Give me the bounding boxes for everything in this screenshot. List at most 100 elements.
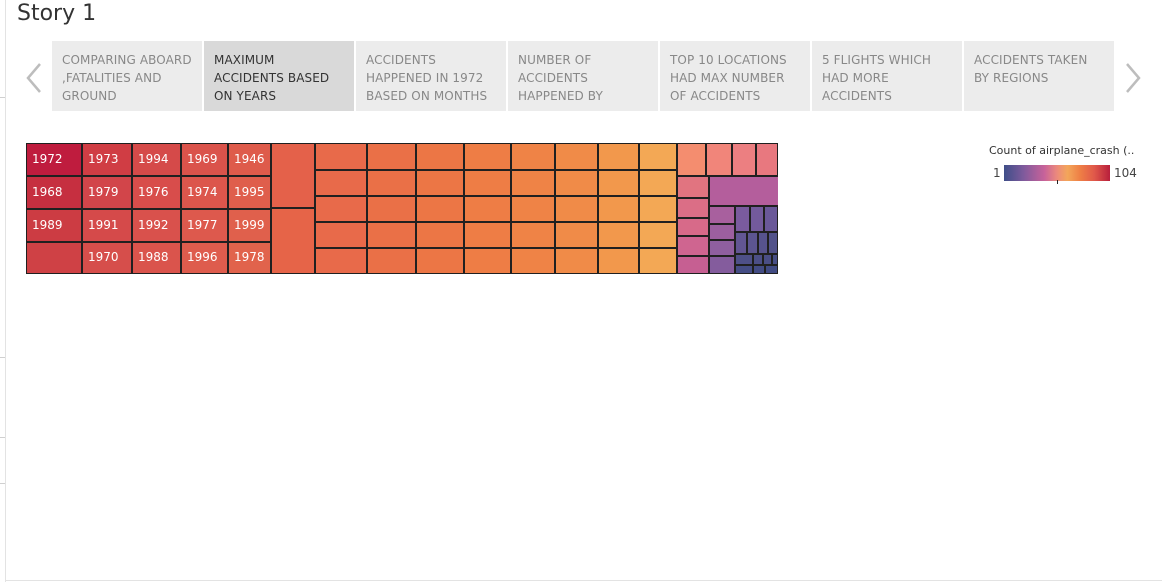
treemap-cell[interactable] [464,170,511,196]
treemap-cell[interactable] [555,222,598,248]
treemap-cell[interactable] [511,143,555,170]
treemap-cell[interactable] [367,222,416,248]
tab-accidents-1972[interactable]: ACCIDENTS HAPPENED IN 1972 BASED ON MONT… [356,41,506,111]
treemap-cell-1978[interactable] [228,242,271,274]
treemap-cell[interactable] [598,143,639,170]
treemap-cell[interactable] [555,248,598,274]
treemap-cell[interactable] [639,170,677,196]
treemap-cell[interactable] [763,254,772,265]
tab-comparing-aboard[interactable]: COMPARING ABOARD ,FATALITIES AND GROUND [52,41,202,111]
treemap-cell-1972[interactable] [26,143,82,176]
treemap-cell[interactable] [747,232,758,254]
treemap-cell[interactable] [772,254,778,265]
treemap-cell[interactable] [753,265,765,274]
treemap-cell-1969[interactable] [181,143,228,176]
treemap-cell[interactable] [639,222,677,248]
next-story-point-button[interactable] [1119,58,1145,98]
treemap-cell[interactable] [758,232,768,254]
treemap-cell[interactable] [732,143,756,176]
treemap-cell-1968[interactable] [26,176,82,209]
treemap-cell[interactable] [735,206,750,232]
treemap-cell[interactable] [598,170,639,196]
treemap-cell-1977[interactable] [181,209,228,242]
treemap-cell[interactable] [416,222,464,248]
treemap-cell[interactable] [271,208,315,274]
treemap-cell[interactable] [367,143,416,170]
treemap-cell[interactable] [735,232,747,254]
treemap-cell-1976[interactable] [132,176,181,209]
treemap-cell[interactable] [315,222,367,248]
treemap-cell[interactable] [677,198,709,218]
treemap-cell[interactable] [765,265,778,274]
treemap-cell[interactable] [416,248,464,274]
treemap-cell-1979[interactable] [82,176,132,209]
treemap-cell-1988[interactable] [132,242,181,274]
treemap-cell[interactable] [677,176,709,198]
treemap-cell[interactable] [416,143,464,170]
treemap-cell[interactable] [511,248,555,274]
treemap-cell-1973[interactable] [82,143,132,176]
treemap-cell[interactable] [677,143,706,176]
treemap-cell[interactable] [598,222,639,248]
treemap-cell-1995[interactable] [228,176,271,209]
treemap-cell[interactable] [677,236,709,256]
tab-top-10-locations[interactable]: TOP 10 LOCATIONS HAD MAX NUMBER OF ACCID… [660,41,810,111]
treemap-cell[interactable] [555,170,598,196]
treemap-cell[interactable] [464,222,511,248]
treemap-cell-1996[interactable] [181,242,228,274]
treemap-cell[interactable] [464,143,511,170]
treemap-cell[interactable] [709,176,778,206]
treemap-cell-1994[interactable] [132,143,181,176]
treemap-cell[interactable] [768,232,778,254]
treemap-cell[interactable] [764,206,778,232]
tab-maximum-accidents[interactable]: MAXIMUM ACCIDENTS BASED ON YEARS [204,41,354,111]
tab-5-flights[interactable]: 5 FLIGHTS WHICH HAD MORE ACCIDENTS [812,41,962,111]
treemap-cell-1999[interactable] [228,209,271,242]
treemap-cell-1989[interactable] [26,209,82,242]
treemap-cell[interactable] [639,196,677,222]
treemap-cell[interactable] [709,224,735,240]
treemap-cell[interactable] [464,196,511,222]
treemap-cell[interactable] [26,242,82,274]
treemap-cell-1992[interactable] [132,209,181,242]
legend-max-value: 104 [1114,166,1137,180]
treemap-cell[interactable] [677,256,709,274]
treemap-cell[interactable] [639,248,677,274]
treemap-cell-1970[interactable] [82,242,132,274]
treemap-cell[interactable] [750,206,764,232]
treemap-cell[interactable] [367,196,416,222]
treemap-cell[interactable] [555,196,598,222]
treemap-cell[interactable] [315,143,367,170]
treemap-cell[interactable] [367,248,416,274]
treemap-cell[interactable] [735,254,753,265]
treemap-cell[interactable] [709,240,735,256]
treemap-cell-1946[interactable] [228,143,271,176]
treemap-cell[interactable] [639,143,677,170]
treemap-cell-1974[interactable] [181,176,228,209]
treemap-cell[interactable] [753,254,763,265]
treemap-cell-1991[interactable] [82,209,132,242]
treemap-cell[interactable] [735,265,753,274]
treemap-cell[interactable] [756,143,778,176]
treemap-cell[interactable] [464,248,511,274]
tab-number-of-accidents[interactable]: NUMBER OF ACCIDENTS HAPPENED BY [508,41,658,111]
treemap-cell[interactable] [271,143,315,208]
treemap-cell[interactable] [511,222,555,248]
treemap-cell[interactable] [315,170,367,196]
treemap-cell[interactable] [315,248,367,274]
treemap-cell[interactable] [677,218,709,236]
treemap-cell[interactable] [706,143,732,176]
treemap-cell[interactable] [511,170,555,196]
treemap-cell[interactable] [555,143,598,170]
treemap-cell[interactable] [709,206,735,224]
treemap-cell[interactable] [416,170,464,196]
tab-accidents-by-regions[interactable]: ACCIDENTS TAKEN BY REGIONS [964,41,1114,111]
treemap-cell[interactable] [367,170,416,196]
treemap-cell[interactable] [598,248,639,274]
treemap-cell[interactable] [315,196,367,222]
treemap-cell[interactable] [598,196,639,222]
treemap-cell[interactable] [511,196,555,222]
prev-story-point-button[interactable] [22,58,48,98]
treemap-cell[interactable] [416,196,464,222]
treemap-cell[interactable] [709,256,735,274]
